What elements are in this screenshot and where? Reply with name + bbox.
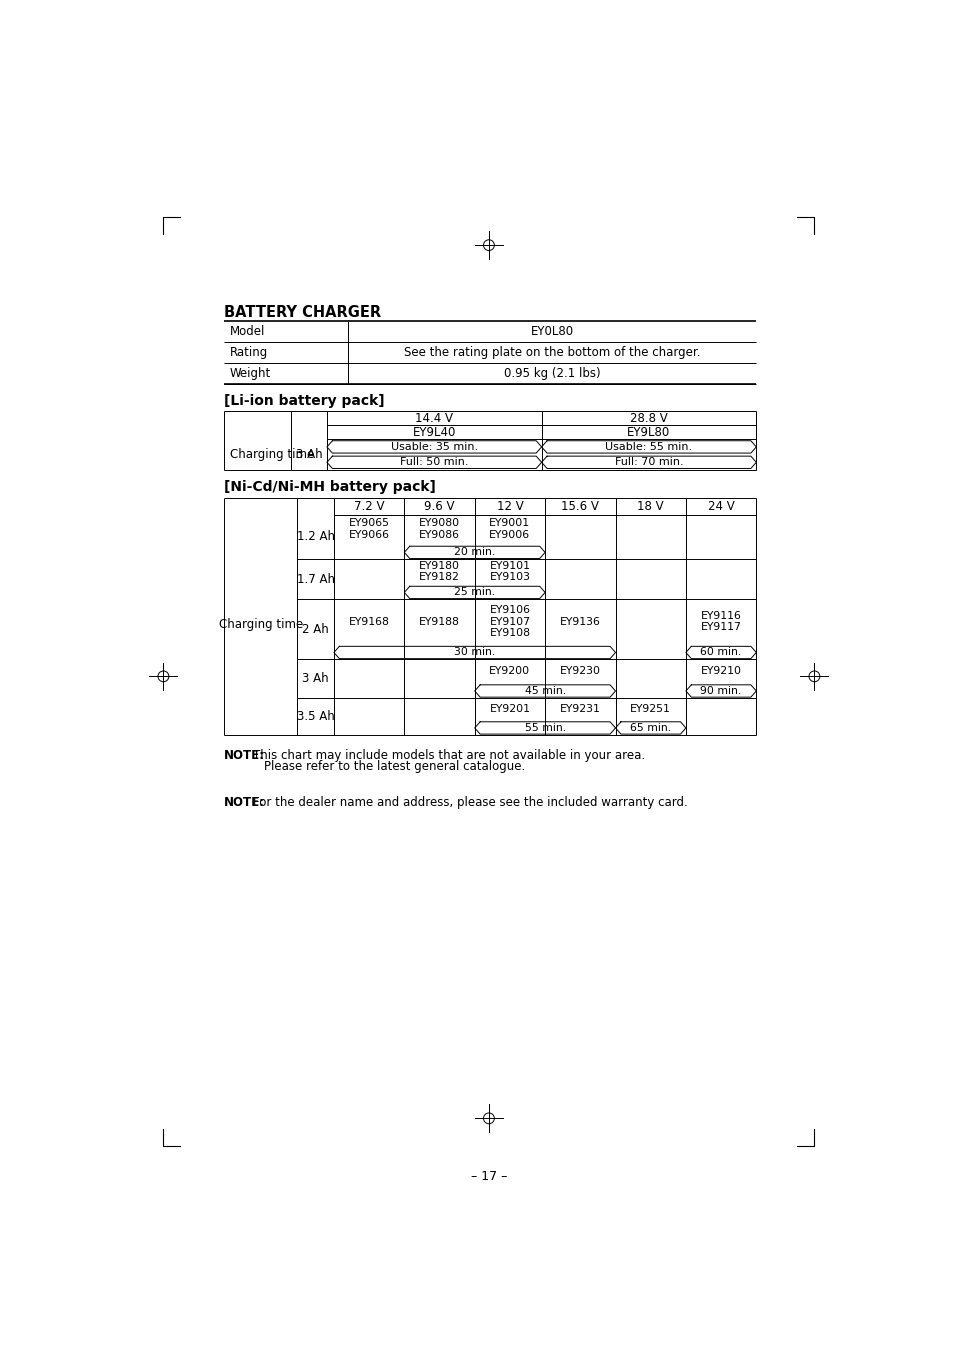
Text: EY9065
EY9066: EY9065 EY9066 bbox=[348, 518, 389, 540]
Text: 14.4 V: 14.4 V bbox=[415, 412, 453, 425]
Text: EY9200: EY9200 bbox=[489, 666, 530, 676]
Text: 90 min.: 90 min. bbox=[700, 686, 740, 697]
Text: EY9101
EY9103: EY9101 EY9103 bbox=[489, 560, 530, 582]
Text: [Li-ion battery pack]: [Li-ion battery pack] bbox=[224, 394, 384, 408]
Text: 28.8 V: 28.8 V bbox=[629, 412, 667, 425]
Text: 0.95 kg (2.1 lbs): 0.95 kg (2.1 lbs) bbox=[503, 367, 599, 379]
Text: EY9231: EY9231 bbox=[559, 703, 600, 714]
Text: EY9L40: EY9L40 bbox=[412, 425, 456, 439]
Text: 3 Ah: 3 Ah bbox=[295, 448, 322, 462]
Text: 18 V: 18 V bbox=[637, 500, 663, 513]
Text: EY9116
EY9117: EY9116 EY9117 bbox=[700, 612, 740, 633]
Text: 15.6 V: 15.6 V bbox=[560, 500, 598, 513]
Text: 25 min.: 25 min. bbox=[454, 587, 495, 598]
Text: 12 V: 12 V bbox=[496, 500, 523, 513]
Text: EY9136: EY9136 bbox=[559, 617, 600, 626]
Text: NOTE:: NOTE: bbox=[224, 749, 265, 761]
Text: EY9080
EY9086: EY9080 EY9086 bbox=[418, 518, 459, 540]
Text: Usable: 35 min.: Usable: 35 min. bbox=[391, 441, 477, 452]
Text: 3.5 Ah: 3.5 Ah bbox=[296, 710, 335, 722]
Text: Model: Model bbox=[230, 325, 265, 339]
Text: 30 min.: 30 min. bbox=[454, 648, 495, 657]
Text: EY9L80: EY9L80 bbox=[627, 425, 670, 439]
Text: 1.2 Ah: 1.2 Ah bbox=[296, 531, 335, 544]
Text: Charging time: Charging time bbox=[218, 618, 302, 632]
Text: EY9106
EY9107
EY9108: EY9106 EY9107 EY9108 bbox=[489, 605, 530, 639]
Text: NOTE:: NOTE: bbox=[224, 796, 265, 810]
Text: Charging time: Charging time bbox=[230, 448, 314, 462]
Text: 60 min.: 60 min. bbox=[700, 648, 740, 657]
Text: EY9188: EY9188 bbox=[418, 617, 459, 626]
Text: EY9210: EY9210 bbox=[700, 666, 740, 676]
Text: 20 min.: 20 min. bbox=[454, 547, 495, 558]
Text: 65 min.: 65 min. bbox=[630, 724, 671, 733]
Text: BATTERY CHARGER: BATTERY CHARGER bbox=[224, 305, 380, 320]
Text: 3 Ah: 3 Ah bbox=[302, 672, 329, 686]
Text: EY0L80: EY0L80 bbox=[530, 325, 573, 339]
Text: 9.6 V: 9.6 V bbox=[424, 500, 455, 513]
Text: – 17 –: – 17 – bbox=[470, 1170, 507, 1184]
Text: This chart may include models that are not available in your area.: This chart may include models that are n… bbox=[253, 749, 645, 761]
Text: EY9230: EY9230 bbox=[559, 666, 600, 676]
Text: EY9180
EY9182: EY9180 EY9182 bbox=[418, 560, 459, 582]
Text: EY9001
EY9006: EY9001 EY9006 bbox=[489, 518, 530, 540]
Text: Rating: Rating bbox=[230, 346, 268, 359]
Text: Usable: 55 min.: Usable: 55 min. bbox=[605, 441, 692, 452]
Text: 55 min.: 55 min. bbox=[524, 724, 565, 733]
Text: 45 min.: 45 min. bbox=[524, 686, 565, 697]
Text: [Ni-Cd/Ni-MH battery pack]: [Ni-Cd/Ni-MH battery pack] bbox=[224, 481, 436, 494]
Text: EY9201: EY9201 bbox=[489, 703, 530, 714]
Text: EY9168: EY9168 bbox=[348, 617, 389, 626]
Text: See the rating plate on the bottom of the charger.: See the rating plate on the bottom of th… bbox=[403, 346, 700, 359]
Text: Full: 50 min.: Full: 50 min. bbox=[399, 458, 468, 467]
Text: 1.7 Ah: 1.7 Ah bbox=[296, 572, 335, 586]
Text: 24 V: 24 V bbox=[707, 500, 734, 513]
Text: EY9251: EY9251 bbox=[630, 703, 671, 714]
Text: Full: 70 min.: Full: 70 min. bbox=[614, 458, 682, 467]
Text: Please refer to the latest general catalogue.: Please refer to the latest general catal… bbox=[264, 760, 525, 772]
Text: Weight: Weight bbox=[230, 367, 271, 379]
Text: For the dealer name and address, please see the included warranty card.: For the dealer name and address, please … bbox=[253, 796, 687, 810]
Text: 7.2 V: 7.2 V bbox=[354, 500, 384, 513]
Text: 2 Ah: 2 Ah bbox=[302, 622, 329, 636]
